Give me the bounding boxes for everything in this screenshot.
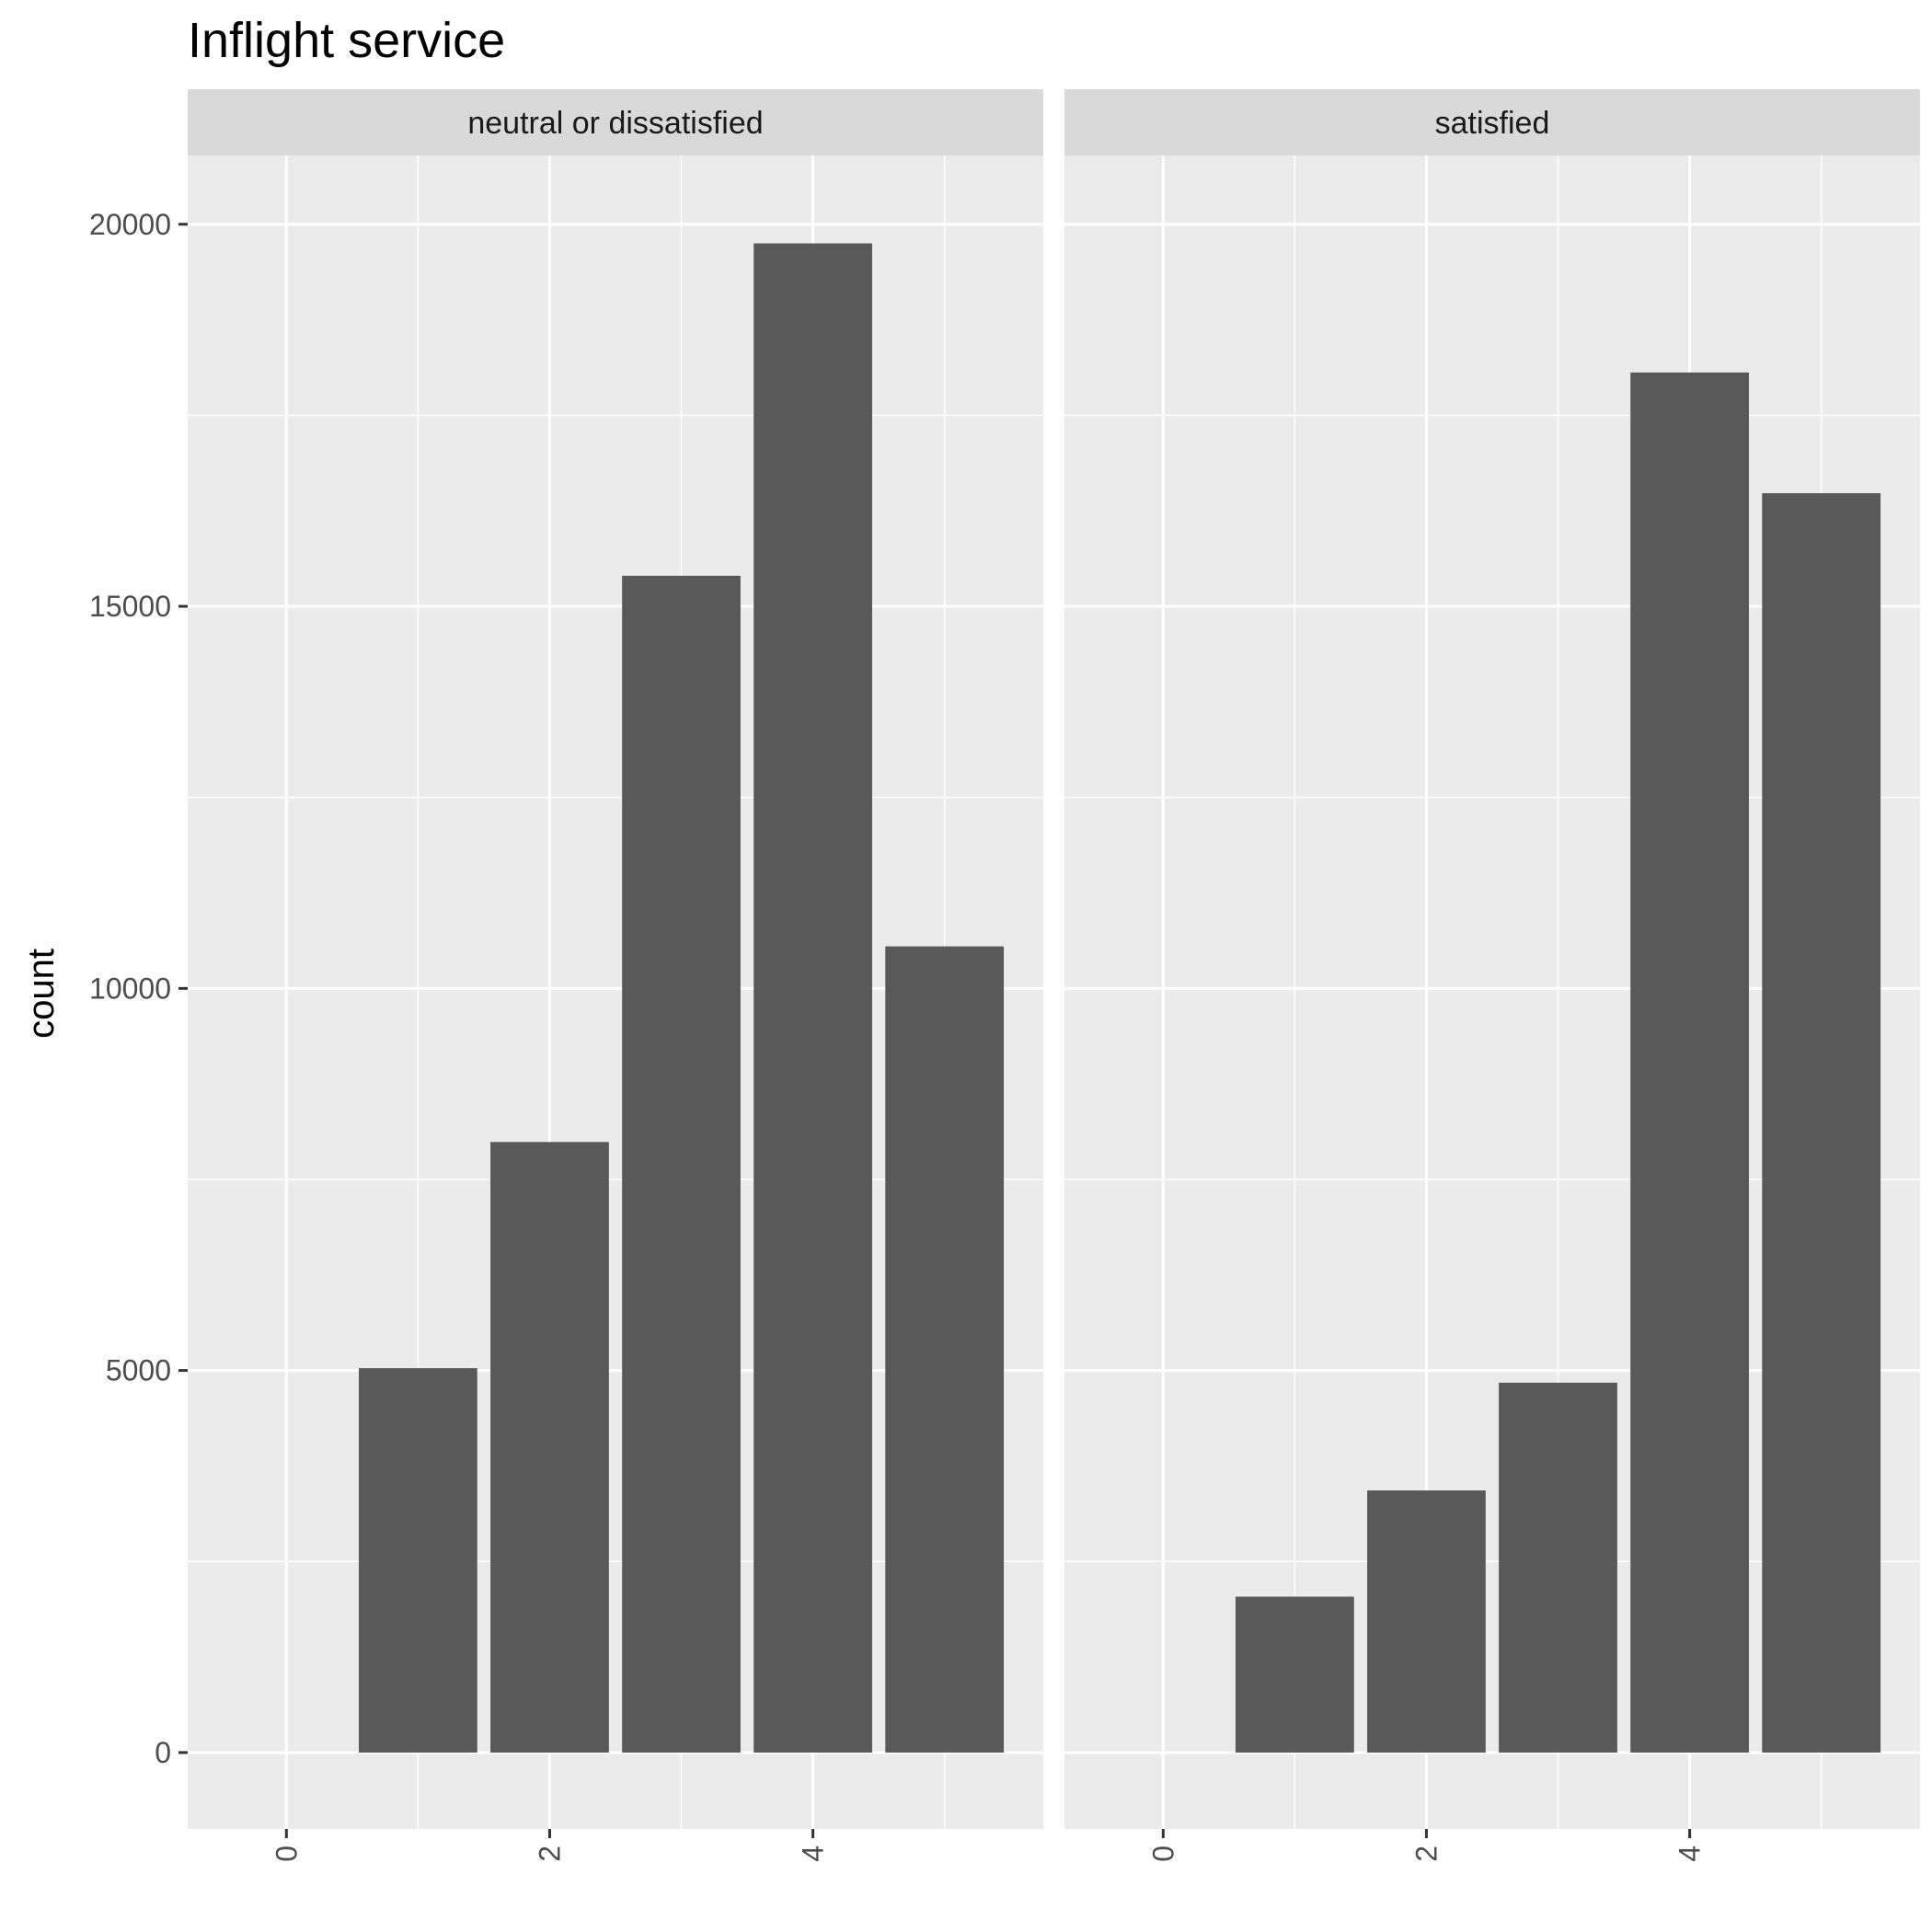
facet-panel-1: satisfied 0 2 4 [1064,89,1920,1862]
x-tick-label: 0 [1146,1846,1179,1862]
y-tick-label: 10000 [89,972,171,1005]
bar [1499,1382,1617,1753]
facet-strip-label: neutral or dissatisfied [467,106,763,141]
chart-title: Inflight service [188,13,505,68]
x-tick-label: 0 [270,1846,303,1862]
x-tick-label: 2 [1409,1846,1443,1862]
y-tick-label: 15000 [89,590,171,623]
bar [359,1368,477,1753]
facet-strip-label: satisfied [1435,106,1550,141]
bar [885,946,1005,1753]
bar [753,243,872,1753]
bar [622,575,741,1753]
bar [490,1142,609,1753]
x-tick-label: 4 [797,1846,830,1862]
bar [1762,493,1881,1753]
bar [1630,372,1749,1753]
y-tick-label: 20000 [89,208,171,241]
y-tick-label: 0 [155,1736,171,1769]
facet-panel-0: neutral or dissatisfied 0 2 4 0 5000 10000 1500… [89,89,1043,1862]
bar [1367,1490,1486,1753]
bar [1236,1596,1354,1753]
y-axis-title: count [21,949,62,1039]
facet-strip [1064,89,1920,155]
x-tick-label: 4 [1673,1846,1707,1862]
x-tick-label: 2 [533,1846,566,1862]
y-tick-label: 5000 [106,1354,171,1387]
facet-strip [188,89,1043,155]
facet-panels: neutral or dissatisfied 0 2 4 0 5000 10000 1500… [89,89,1920,1862]
